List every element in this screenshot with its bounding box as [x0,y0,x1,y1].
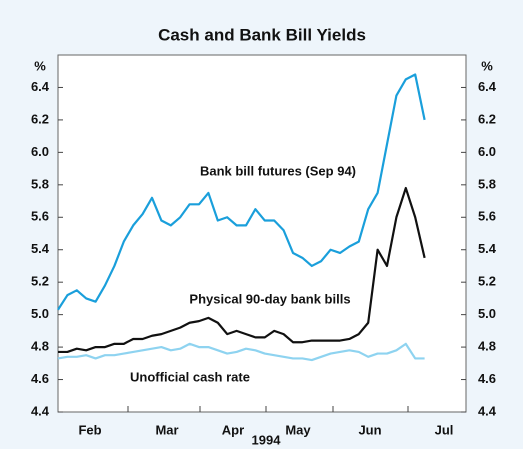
y-unit: % [34,58,46,73]
y2-tick-label: 4.8 [478,339,496,354]
chart-title: Cash and Bank Bill Yields [158,25,366,44]
y2-tick-label: 6.0 [478,144,496,159]
y-tick-label: 5.4 [31,241,50,256]
x-tick-label: Mar [155,422,178,437]
x-tick-label: May [285,422,311,437]
x-tick-label: Apr [222,422,244,437]
y-tick-label: 5.0 [31,306,49,321]
y2-tick-label: 5.2 [478,274,496,289]
y2-unit: % [481,58,493,73]
y2-tick-label: 5.6 [478,209,496,224]
y-tick-label: 6.0 [31,144,49,159]
line-series [57,342,425,362]
y2-tick-label: 6.2 [478,111,496,126]
y-tick-label: 4.6 [31,371,49,386]
x-tick-label: Jul [435,422,454,437]
y2-tick-label: 6.4 [478,79,497,94]
y2-tick-label: 5.4 [478,241,497,256]
y-tick-label: 4.4 [31,403,50,418]
line-series [57,73,426,311]
series-label: Bank bill futures (Sep 94) [200,163,356,178]
line-series [58,186,426,354]
y-tick-label: 5.2 [31,274,49,289]
y-tick-label: 4.8 [31,339,49,354]
y2-tick-label: 4.4 [478,403,497,418]
series-label: Unofficial cash rate [130,369,250,384]
plot-area [57,54,467,413]
x-tick-label: Jun [358,422,381,437]
y-tick-label: 6.2 [31,111,49,126]
y-tick-label: 5.8 [31,176,49,191]
x-tick-label: Feb [78,422,101,437]
y2-tick-label: 4.6 [478,371,496,386]
y-tick-label: 5.6 [31,209,49,224]
y2-tick-label: 5.8 [478,176,496,191]
series-label: Physical 90-day bank bills [189,291,350,306]
x-axis-label: 1994 [252,432,282,447]
y-tick-label: 6.4 [31,79,50,94]
y2-tick-label: 5.0 [478,306,496,321]
